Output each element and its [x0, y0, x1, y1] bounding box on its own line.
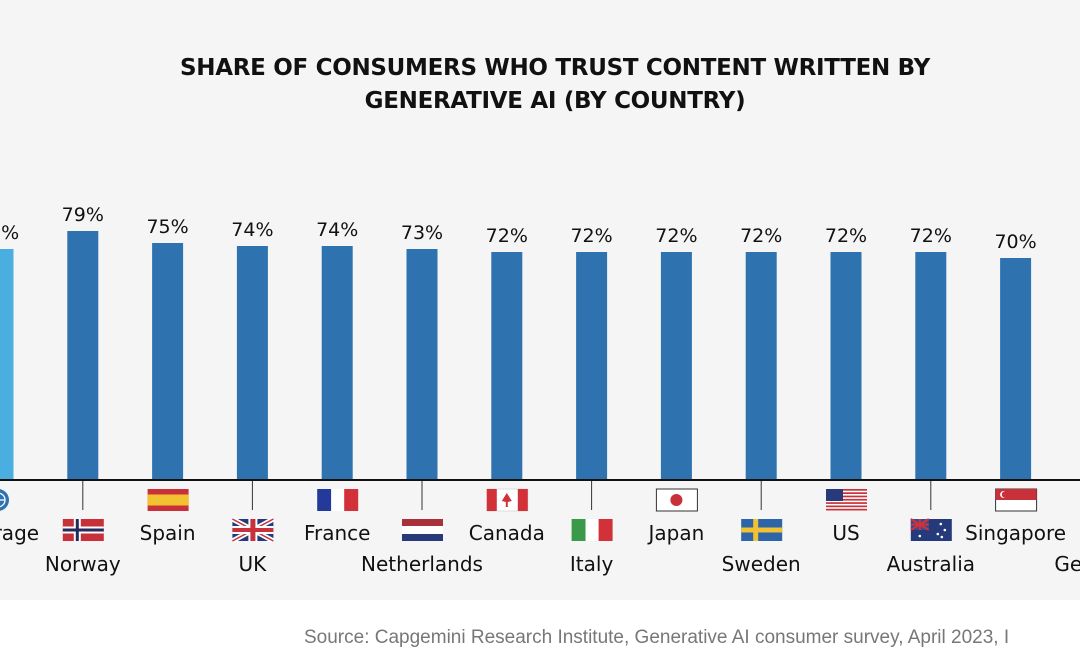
category-label-italy: Italy — [570, 552, 614, 576]
data-label-sweden: 72% — [740, 225, 782, 247]
bar-average — [0, 249, 14, 480]
category-label-average: Average — [0, 521, 39, 545]
data-label-france: 74% — [316, 219, 358, 241]
bar-spain — [152, 243, 184, 480]
data-label-netherlands: 73% — [401, 222, 443, 244]
data-label-norway: 79% — [62, 204, 104, 226]
uk-flag-icon — [231, 516, 275, 544]
data-label-canada: 72% — [486, 225, 528, 247]
globe-icon — [0, 489, 9, 511]
bar-japan — [660, 252, 692, 480]
data-label-average: 73% — [0, 222, 19, 244]
source-note: Source: Capgemini Research Institute, Ge… — [304, 627, 1010, 648]
category-label-sweden: Sweden — [722, 552, 801, 576]
sweden-flag-icon — [741, 519, 783, 541]
data-label-italy: 72% — [570, 225, 612, 247]
category-label-norway: Norway — [45, 552, 121, 576]
data-label-australia: 72% — [910, 225, 952, 247]
category-label-netherlands: Netherlands — [361, 552, 483, 576]
bar-canada — [491, 252, 523, 480]
japan-flag-icon — [655, 488, 698, 512]
france-flag-icon — [317, 489, 359, 511]
data-label-japan: 72% — [655, 225, 697, 247]
netherlands-flag-icon — [402, 519, 443, 541]
australia-flag-icon — [910, 518, 952, 541]
norway-flag-icon — [62, 519, 104, 541]
italy-flag-icon — [571, 519, 613, 541]
data-label-us: 72% — [825, 225, 867, 247]
category-label-spain: Spain — [140, 521, 196, 545]
data-label-singapore: 70% — [994, 231, 1036, 253]
category-label-canada: Canada — [469, 521, 545, 545]
chart-title-line-2: GENERATIVE AI (BY COUNTRY) — [364, 88, 746, 114]
bar-netherlands — [406, 249, 438, 480]
category-label-germany: Germany — [1054, 552, 1080, 576]
canada-flag-icon — [486, 488, 529, 512]
data-label-spain: 75% — [146, 216, 188, 238]
bar-singapore — [1000, 258, 1032, 480]
category-label-singapore: Singapore — [965, 521, 1066, 545]
bar-us — [830, 252, 862, 480]
bar-italy — [576, 252, 608, 480]
bar-chart: 73% Average 79% Norway 75% Spain 74% UK 74% Franc… — [0, 204, 1080, 576]
category-label-us: US — [832, 521, 859, 545]
category-label-australia: Australia — [887, 552, 975, 576]
us-flag-icon — [826, 489, 867, 511]
data-label-uk: 74% — [231, 219, 273, 241]
category-label-uk: UK — [239, 552, 268, 576]
category-label-japan: Japan — [647, 521, 705, 545]
bar-uk — [236, 246, 268, 480]
category-label-france: France — [304, 521, 371, 545]
bar-france — [321, 246, 353, 480]
singapore-flag-icon — [995, 488, 1038, 512]
bar-australia — [915, 252, 947, 480]
chart-title-line-1: SHARE OF CONSUMERS WHO TRUST CONTENT WRI… — [180, 55, 930, 81]
bar-sweden — [745, 252, 777, 480]
spain-flag-icon — [147, 489, 189, 511]
bar-norway — [67, 231, 99, 480]
